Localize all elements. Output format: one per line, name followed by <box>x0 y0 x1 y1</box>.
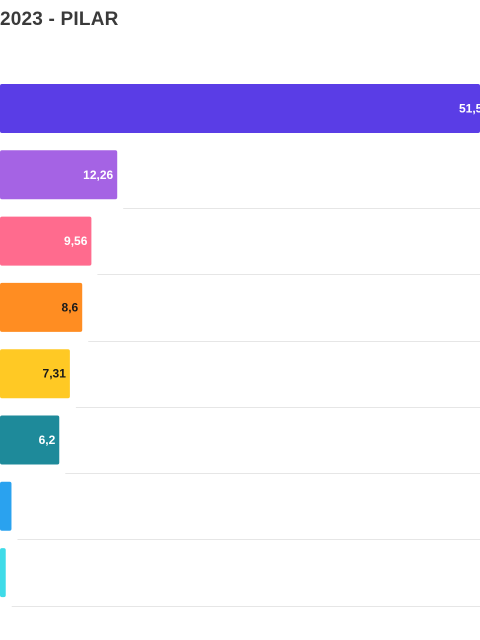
bar-2[interactable] <box>0 150 118 200</box>
chart-title: 2023 - PILAR <box>0 9 119 30</box>
bars <box>0 84 480 598</box>
bar-value-label-2: 12,26 <box>83 168 113 182</box>
bar-5[interactable] <box>0 349 70 399</box>
bar-value-label-6: 6,2 <box>39 433 56 447</box>
bar-8[interactable] <box>0 548 6 598</box>
bar-value-label-3: 9,56 <box>64 234 88 248</box>
bar-value-label-1: 51,5 <box>459 102 480 116</box>
bar-6[interactable] <box>0 415 60 465</box>
bar-value-label-5: 7,31 <box>43 367 67 381</box>
bar-4[interactable] <box>0 282 83 332</box>
bar-1[interactable] <box>0 84 480 133</box>
bar-value-label-4: 8,6 <box>62 300 79 314</box>
gridlines <box>11 208 480 607</box>
bar-7[interactable] <box>0 481 12 531</box>
bar-3[interactable] <box>0 216 92 266</box>
data-labels: 51,5 12,26 9,56 8,6 7,31 6,2 <box>39 102 480 448</box>
